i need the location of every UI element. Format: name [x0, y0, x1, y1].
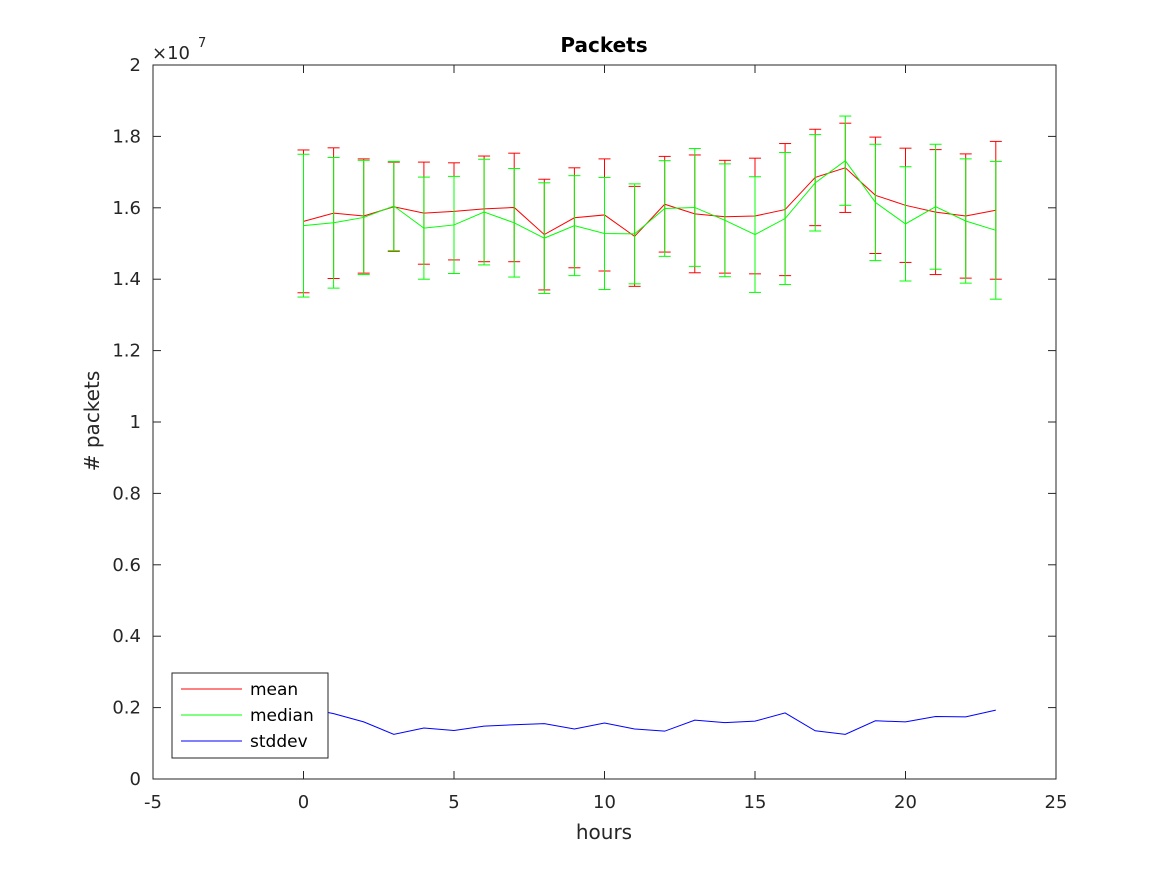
- y-multiplier-exponent: 7: [198, 36, 206, 51]
- x-tick-label: 20: [894, 792, 917, 813]
- y-tick-label: 0.6: [112, 555, 141, 576]
- legend-label-stddev: stddev: [250, 732, 308, 752]
- series-stddev: [303, 707, 996, 735]
- y-tick-label: 0.4: [112, 626, 141, 647]
- x-tick-label: -5: [144, 792, 162, 813]
- y-tick-label: 0.8: [112, 483, 141, 504]
- mean-line: [303, 167, 996, 238]
- y-multiplier-base: ×10: [152, 43, 190, 64]
- y-axis-multiplier: ×10 7: [152, 36, 206, 64]
- x-tick-label: 25: [1045, 792, 1068, 813]
- x-axis-label: hours: [576, 820, 632, 844]
- stddev-line: [303, 707, 996, 735]
- series-median: [297, 115, 1002, 300]
- y-tick-label: 1.4: [112, 269, 141, 290]
- x-tick-label: 15: [744, 792, 767, 813]
- y-tick-label: 1.8: [112, 126, 141, 147]
- median-line: [303, 159, 996, 239]
- y-tick-label: 1: [130, 412, 141, 433]
- y-tick-label: 2: [130, 55, 141, 76]
- y-tick-label: 0.2: [112, 698, 141, 719]
- y-tick-label: 1.6: [112, 198, 141, 219]
- legend: mean median stddev: [171, 672, 329, 759]
- legend-label-mean: mean: [250, 680, 298, 700]
- y-tick-label: 1.2: [112, 341, 141, 362]
- y-tick-label: 0: [130, 769, 141, 790]
- x-tick-label: 10: [593, 792, 616, 813]
- chart-title: Packets: [560, 33, 647, 57]
- legend-label-median: median: [250, 706, 314, 726]
- y-axis-label: # packets: [80, 371, 104, 472]
- x-tick-label: 0: [298, 792, 309, 813]
- x-tick-label: 5: [448, 792, 459, 813]
